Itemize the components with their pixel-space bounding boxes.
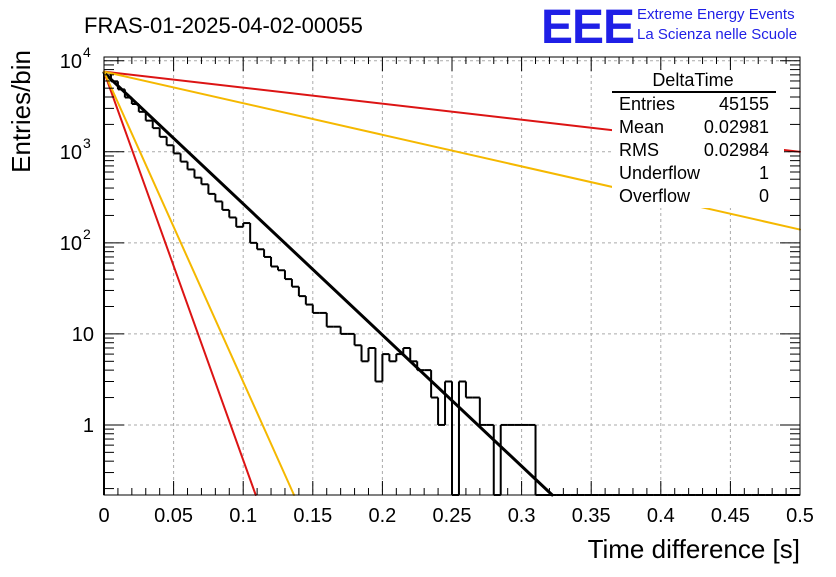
stats-label-overflow: Overflow xyxy=(619,186,691,206)
stats-title: DeltaTime xyxy=(652,70,733,90)
x-tick-label: 0.4 xyxy=(647,505,675,527)
x-tick-label: 0.1 xyxy=(229,505,257,527)
stats-label-entries: Entries xyxy=(619,94,675,114)
x-tick-label: 0.45 xyxy=(711,505,750,527)
stats-value-mean: 0.02981 xyxy=(704,117,769,137)
y-tick-label: 1 xyxy=(83,415,94,437)
stats-value-overflow: 0 xyxy=(759,186,769,206)
fit-line-yellow-fast xyxy=(103,70,296,496)
x-tick-label: 0.15 xyxy=(293,505,332,527)
axes-layer: 0 0.05 0.1 0.15 0.2 0.25 0.3 0.35 0.4 0.45 0.51101… xyxy=(60,44,814,527)
x-tick-label: 0.05 xyxy=(154,505,193,527)
stats-value-entries: 45155 xyxy=(719,94,769,114)
y-tick-label: 10 xyxy=(60,142,82,164)
logo-line-1: Extreme Energy Events xyxy=(637,6,795,23)
x-tick-label: 0.2 xyxy=(368,505,396,527)
x-tick-label: 0.5 xyxy=(786,505,814,527)
stats-label-underflow: Underflow xyxy=(619,163,701,183)
y-tick-label: 10 xyxy=(60,233,82,255)
x-axis-label: Time difference [s] xyxy=(588,534,800,564)
x-tick-label: 0.25 xyxy=(433,505,472,527)
stats-label-mean: Mean xyxy=(619,117,664,137)
y-tick-exponent: 4 xyxy=(83,44,91,60)
x-tick-label: 0.3 xyxy=(508,505,536,527)
y-tick-label: 10 xyxy=(72,324,94,346)
chart-title: FRAS-01-2025-04-02-00055 xyxy=(84,13,363,38)
y-tick-exponent: 3 xyxy=(83,135,91,151)
y-tick-exponent: 2 xyxy=(83,226,91,242)
eee-logo-letters: EEE xyxy=(541,1,634,54)
x-tick-label: 0 xyxy=(98,505,109,527)
x-tick-label: 0.35 xyxy=(572,505,611,527)
y-tick-label: 10 xyxy=(60,51,82,73)
plot-frame xyxy=(103,56,801,496)
y-axis-label: Entries/bin xyxy=(6,50,36,173)
stats-value-rms: 0.02984 xyxy=(704,140,769,160)
stats-value-underflow: 1 xyxy=(759,163,769,183)
stats-box: DeltaTime Entries 45155 Mean 0.02981 RMS… xyxy=(612,70,784,208)
fit-line-red-fast xyxy=(103,70,257,496)
fit-line-black-fit xyxy=(102,71,554,497)
stats-label-rms: RMS xyxy=(619,140,659,160)
logo-line-2: La Scienza nelle Scuole xyxy=(637,26,797,43)
